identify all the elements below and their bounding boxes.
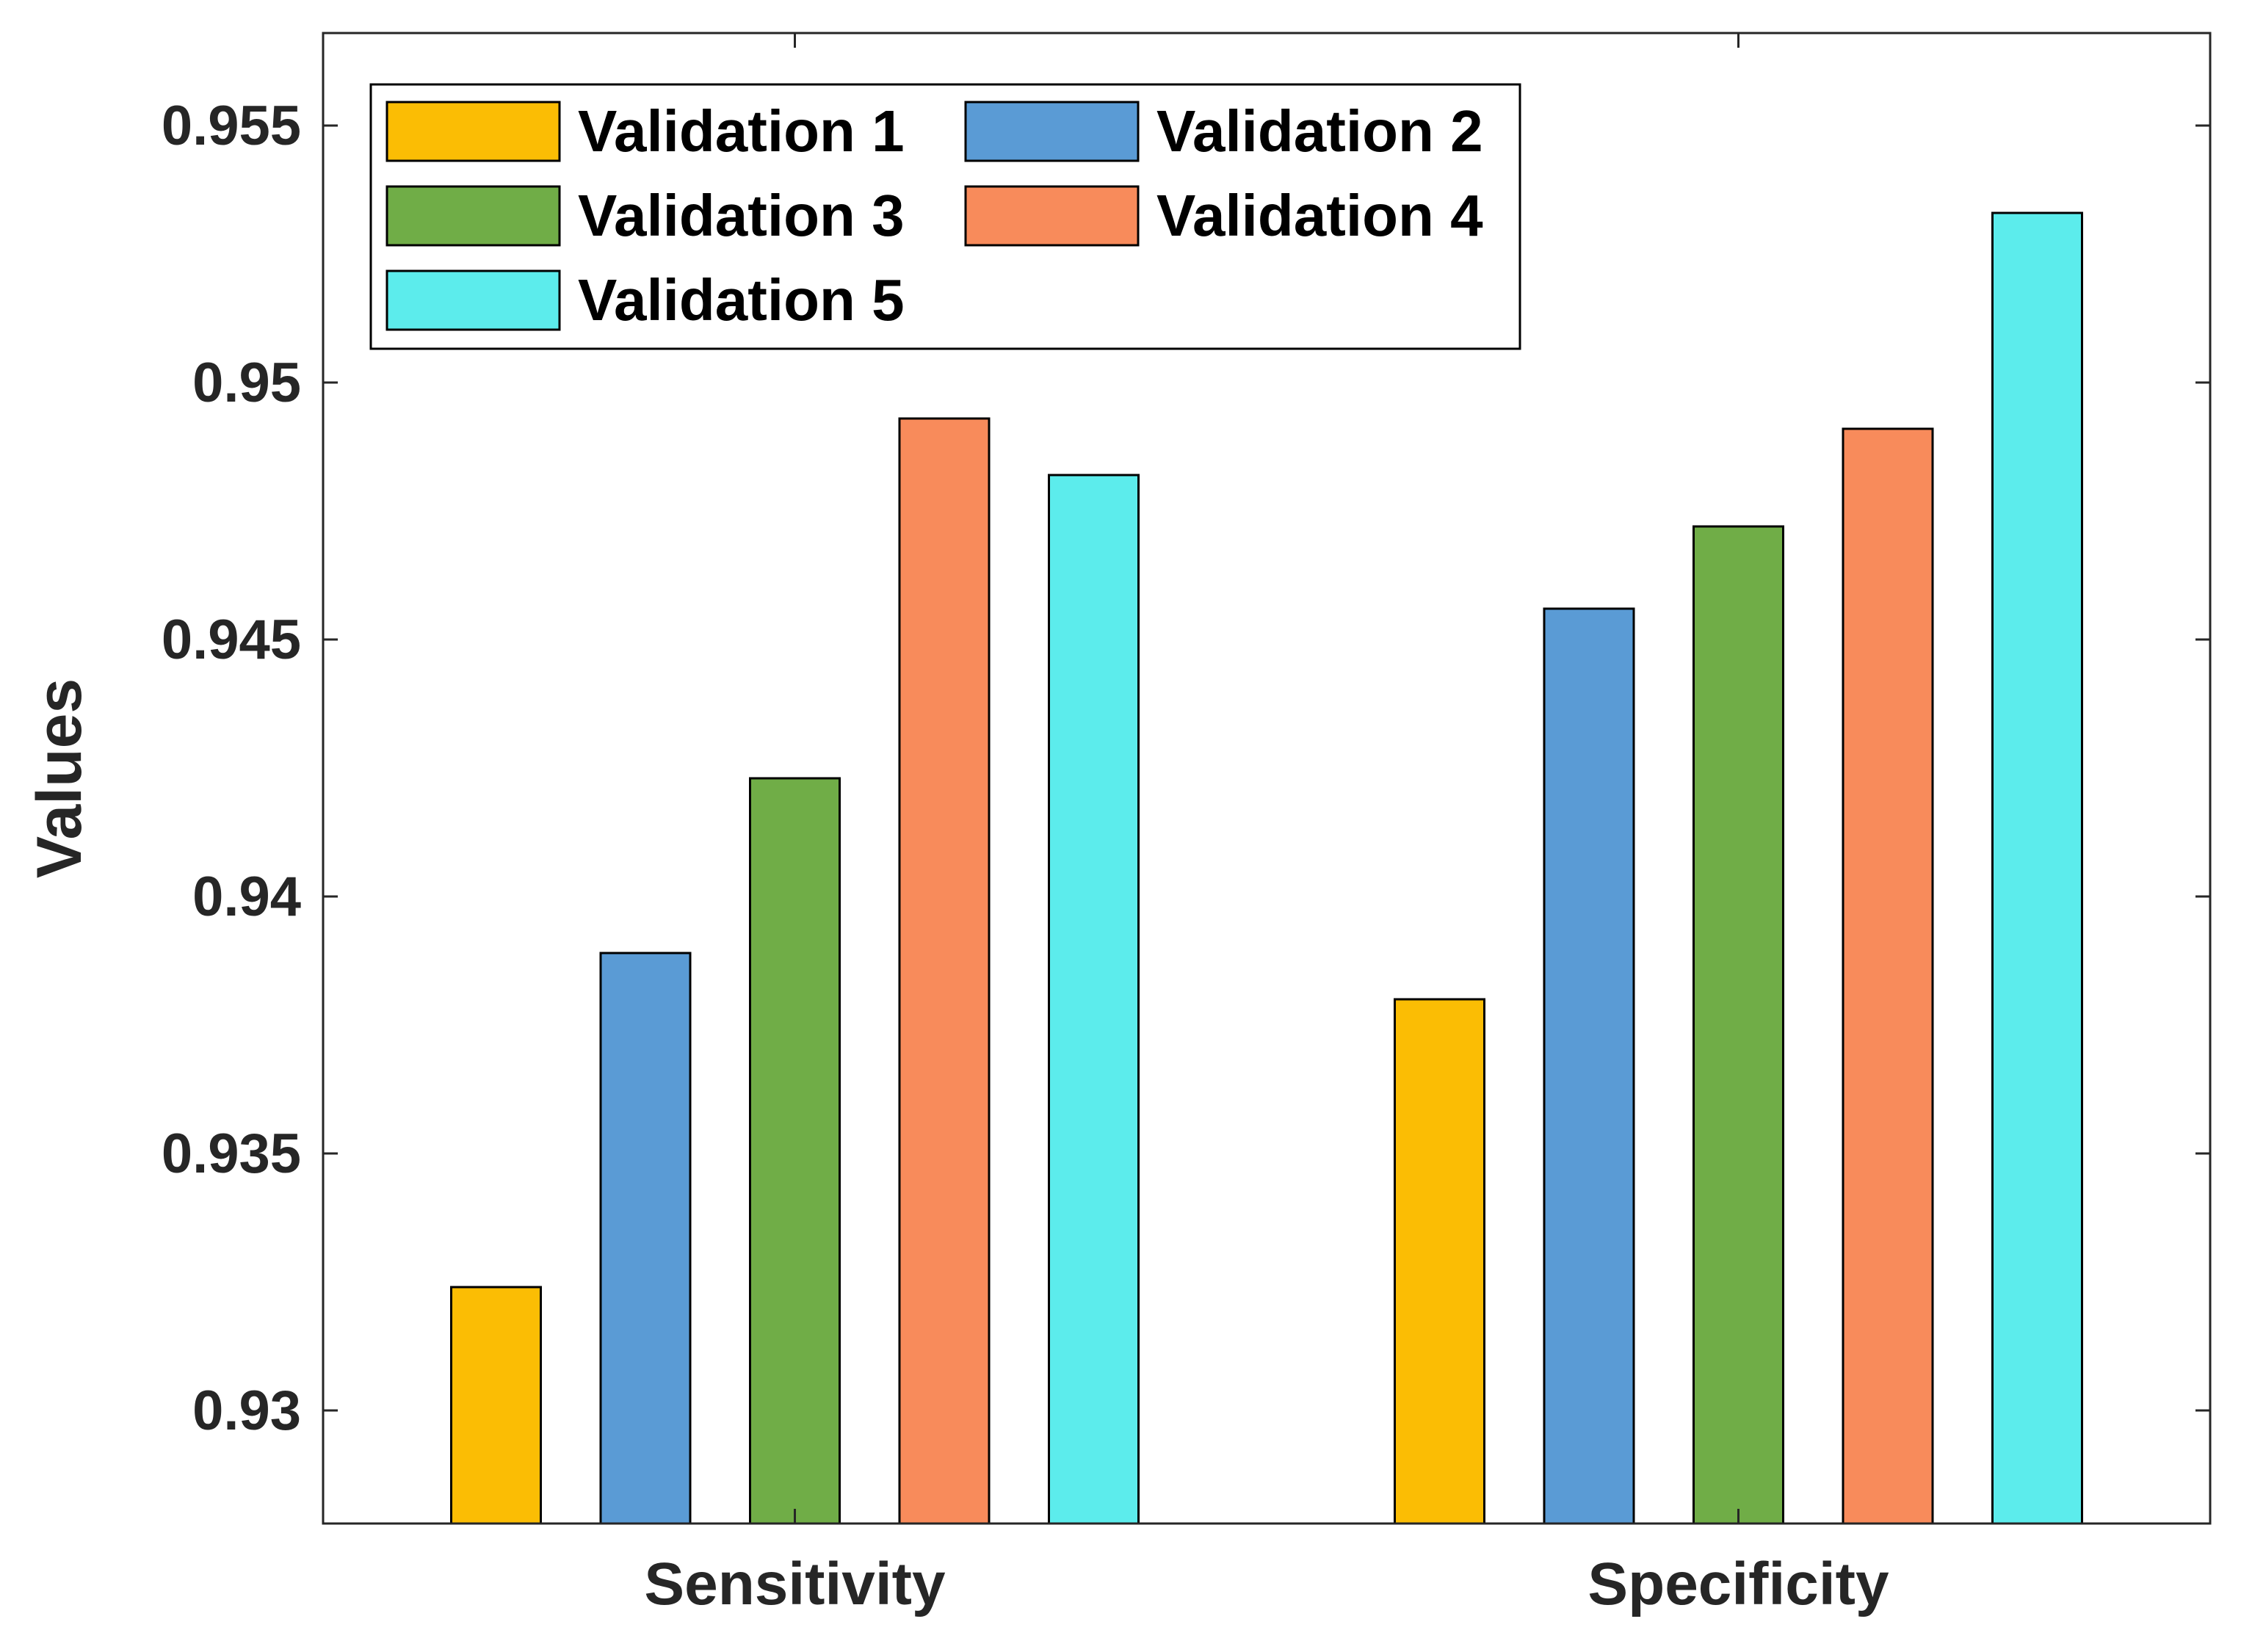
legend-label: Validation 1: [578, 98, 905, 164]
legend-label: Validation 4: [1156, 183, 1483, 248]
x-tick-label-sensitivity: Sensitivity: [644, 1551, 946, 1617]
x-tick-label-specificity: Specificity: [1587, 1551, 1889, 1617]
axes-box: [322, 32, 2212, 1525]
bar-validation-2-sensitivity: [599, 952, 692, 1525]
bar-validation-4-sensitivity: [898, 417, 991, 1525]
legend-box: [369, 83, 1521, 350]
legend-label: Validation 5: [578, 267, 905, 333]
legend-swatch: [385, 269, 561, 331]
y-tick-label: 0.95: [192, 352, 301, 414]
bar-validation-1-sensitivity: [450, 1286, 542, 1525]
legend-label: Validation 2: [1156, 98, 1483, 164]
legend-swatch: [964, 185, 1140, 247]
y-tick-label: 0.955: [162, 95, 301, 157]
legend: Validation 1 Validation 2 Validation 3 Vali…: [369, 83, 1521, 350]
bar-validation-4-specificity: [1842, 427, 1934, 1525]
y-tick-labels: 0.93 0.935 0.94 0.945 0.95 0.955: [162, 95, 301, 1442]
y-tick-label: 0.935: [162, 1123, 301, 1185]
bar-validation-5-sensitivity: [1048, 474, 1140, 1525]
bar-validation-1-specificity: [1394, 998, 1485, 1525]
bar-validation-5-specificity: [1991, 211, 2083, 1525]
legend-swatch: [964, 101, 1140, 162]
legend-swatch: [385, 101, 561, 162]
y-tick-label: 0.93: [192, 1380, 301, 1442]
y-tick-label: 0.945: [162, 609, 301, 671]
y-axis-label: Values: [24, 678, 95, 879]
bar-validation-3-sensitivity: [749, 777, 841, 1525]
legend-label: Validation 3: [578, 183, 905, 248]
legend-swatch: [385, 185, 561, 247]
x-tick-labels: Sensitivity Specificity: [644, 1551, 1889, 1617]
y-tick-label: 0.94: [192, 866, 301, 928]
bar-validation-3-specificity: [1692, 525, 1784, 1525]
ticks-group: [323, 33, 2210, 1524]
bars-group: [450, 211, 2083, 1525]
bar-validation-2-specificity: [1543, 607, 1635, 1525]
